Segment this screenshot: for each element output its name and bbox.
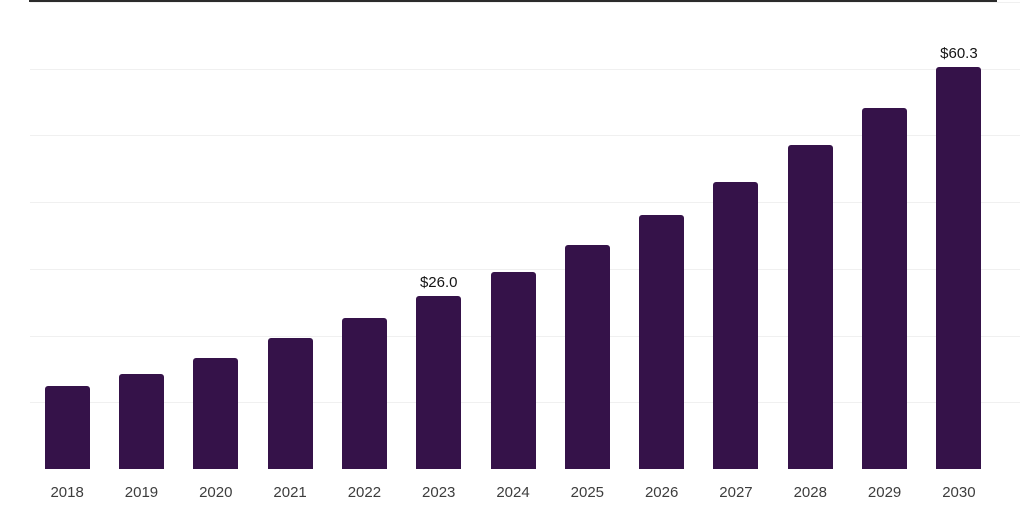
x-tick-label-2022: 2022: [347, 484, 382, 501]
x-axis-line: [29, 0, 997, 2]
x-tick-label-2023: 2023: [422, 484, 456, 501]
bar-2026: [639, 214, 685, 469]
bar-slot-2027: [699, 0, 773, 469]
x-tick-label-2029: 2029: [867, 484, 902, 501]
bar-2030: [936, 66, 982, 469]
bar-2019: [118, 374, 164, 469]
gridline: [30, 2, 1020, 3]
bar-slot-2021: [253, 0, 327, 469]
bar-slot-2022: [327, 0, 401, 469]
x-tick-label-2020: 2020: [199, 484, 233, 501]
bar-slot-2029: [847, 0, 921, 469]
bar-slot-2020: [179, 0, 253, 469]
bar-2028: [787, 145, 833, 469]
bar-slot-2019: [104, 0, 178, 469]
x-tick-label-2021: 2021: [273, 484, 307, 501]
bar-2020: [193, 358, 239, 469]
bar-2022: [341, 318, 387, 469]
x-tick-label-2030: 2030: [942, 484, 976, 501]
bar-slot-2018: [30, 0, 104, 469]
x-tick-label-2028: 2028: [793, 484, 827, 501]
bar-2021: [267, 338, 313, 469]
bar-value-label-2030: $60.3: [940, 44, 978, 62]
x-tick-label-2019: 2019: [124, 484, 159, 501]
x-tick-label-2026: 2026: [644, 484, 679, 501]
bar-2024: [490, 271, 536, 469]
gridline: [30, 68, 1020, 70]
bar-slot-2023: $26.0: [402, 0, 476, 469]
gridline: [30, 135, 1020, 137]
x-tick-label-2024: 2024: [496, 484, 530, 501]
x-tick-label-2027: 2027: [719, 484, 753, 501]
bar-slot-2028: [773, 0, 847, 469]
bar-slot-2026: [625, 0, 699, 469]
gridline: [30, 268, 1020, 270]
bar-2023: [416, 295, 462, 469]
x-axis-tick-labels: 2018 2019 2020 2021 2022 2023 2024 2025 2026 2027…: [30, 484, 996, 501]
bar-value-label-2023: $26.0: [419, 273, 458, 291]
bar-2027: [713, 182, 759, 469]
bar-slot-2030: $60.3: [922, 0, 996, 469]
bar-slot-2025: [550, 0, 624, 469]
bar-2025: [564, 244, 610, 469]
bar-2029: [862, 108, 908, 469]
bar-2018: [44, 386, 90, 469]
gridline: [30, 202, 1020, 204]
bars-group: $26.0 $60.3: [30, 0, 996, 469]
x-tick-label-2025: 2025: [570, 484, 605, 501]
bar-slot-2024: [476, 0, 550, 469]
x-tick-label-2018: 2018: [50, 484, 84, 501]
